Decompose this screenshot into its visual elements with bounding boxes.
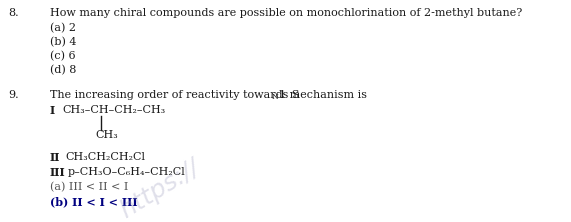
Text: CH₃: CH₃ xyxy=(95,130,118,140)
Text: How many chiral compounds are possible on monochlorination of 2-methyl butane?: How many chiral compounds are possible o… xyxy=(50,8,522,18)
Text: (a) 2: (a) 2 xyxy=(50,23,76,33)
Text: II: II xyxy=(50,152,61,163)
Text: The increasing order of reactivity towards S: The increasing order of reactivity towar… xyxy=(50,90,300,100)
Text: N: N xyxy=(272,93,279,101)
Text: (a) III < II < I: (a) III < II < I xyxy=(50,182,128,192)
Text: CH₃CH₂CH₂Cl: CH₃CH₂CH₂Cl xyxy=(65,152,145,162)
Text: (d) 8: (d) 8 xyxy=(50,65,77,75)
Text: https://: https:// xyxy=(115,155,203,222)
Text: (b) 4: (b) 4 xyxy=(50,37,77,47)
Text: 8.: 8. xyxy=(8,8,19,18)
Text: III: III xyxy=(50,167,66,178)
Text: I: I xyxy=(50,105,55,116)
Text: 1 mechanism is: 1 mechanism is xyxy=(279,90,367,100)
Text: 9.: 9. xyxy=(8,90,19,100)
Text: p–CH₃O–C₆H₄–CH₂Cl: p–CH₃O–C₆H₄–CH₂Cl xyxy=(68,167,186,177)
Text: CH₃–CH–CH₂–CH₃: CH₃–CH–CH₂–CH₃ xyxy=(62,105,165,115)
Text: (c) 6: (c) 6 xyxy=(50,51,75,61)
Text: (b) II < I < III: (b) II < I < III xyxy=(50,196,138,207)
